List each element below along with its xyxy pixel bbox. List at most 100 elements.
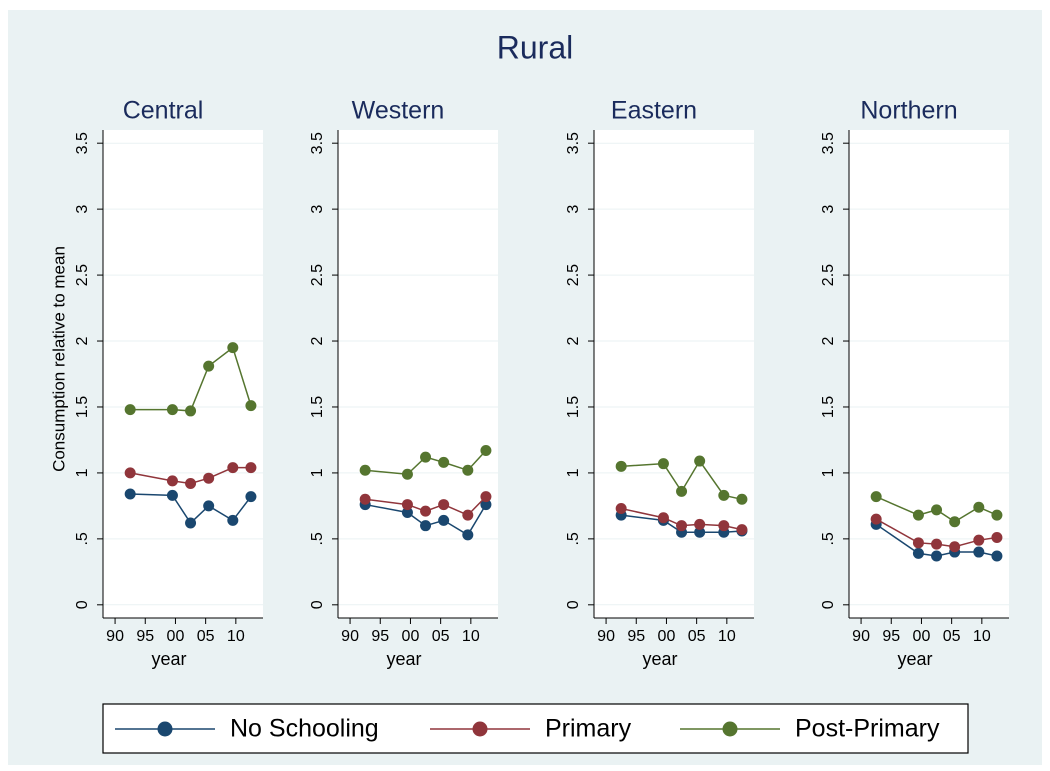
legend-marker (722, 721, 738, 737)
x-tick-label: 10 (973, 628, 991, 645)
y-tick-label: 1 (565, 468, 582, 477)
y-tick-label: 1 (820, 468, 837, 477)
data-point (245, 491, 257, 503)
chart-title: Rural (497, 29, 573, 65)
panel-title: Eastern (611, 97, 697, 125)
x-tick-label: 10 (462, 628, 480, 645)
data-point (203, 360, 215, 372)
data-point (438, 456, 450, 468)
y-tick-label: 1 (309, 468, 326, 477)
data-point (227, 342, 239, 354)
x-axis-label: year (642, 649, 677, 669)
y-tick-label: 3.5 (74, 132, 91, 154)
x-tick-label: 00 (658, 628, 676, 645)
data-point (870, 513, 882, 525)
data-point (438, 499, 450, 511)
data-point (676, 485, 688, 497)
plot-region (338, 130, 498, 618)
data-point (480, 444, 492, 456)
data-point (203, 472, 215, 484)
data-point (401, 499, 413, 511)
y-tick-label: 3 (74, 205, 91, 214)
data-point (870, 491, 882, 503)
y-tick-label: .5 (74, 532, 91, 545)
data-point (462, 529, 474, 541)
x-axis-label: year (151, 649, 186, 669)
data-point (931, 550, 943, 562)
data-point (694, 455, 706, 467)
data-point (694, 526, 706, 538)
series-line (130, 346, 252, 412)
data-point (420, 505, 432, 517)
data-point (462, 509, 474, 521)
data-point (736, 493, 748, 505)
x-tick-label: 95 (371, 628, 389, 645)
x-tick-label: 05 (197, 628, 215, 645)
data-point (203, 500, 215, 512)
data-point (931, 504, 943, 516)
data-point (991, 509, 1003, 521)
data-point (185, 405, 197, 417)
y-tick-label: 0 (565, 600, 582, 609)
data-point (615, 460, 627, 472)
data-point (657, 458, 669, 470)
data-point (676, 520, 688, 532)
data-point (480, 491, 492, 503)
x-axis-label: year (897, 649, 932, 669)
y-tick-label: 1.5 (820, 396, 837, 418)
y-tick-label: 2 (565, 336, 582, 345)
y-tick-label: 1 (74, 468, 91, 477)
data-point (912, 547, 924, 559)
data-point (912, 537, 924, 549)
data-point (718, 520, 730, 532)
plot-region (849, 130, 1009, 618)
legend-label: Primary (545, 715, 632, 743)
data-point (949, 516, 961, 528)
legend-marker (472, 721, 488, 737)
data-point (166, 475, 178, 487)
y-tick-label: 2.5 (74, 264, 91, 286)
data-point (694, 518, 706, 530)
data-point (124, 488, 136, 500)
data-point (973, 546, 985, 558)
plot-region (594, 130, 754, 618)
y-tick-label: 2.5 (309, 264, 326, 286)
data-point (657, 512, 669, 524)
data-point (245, 400, 257, 412)
data-point (124, 467, 136, 479)
legend-label: Post-Primary (795, 715, 940, 743)
y-tick-label: 2.5 (565, 264, 582, 286)
data-point (227, 462, 239, 474)
y-tick-label: 2.5 (820, 264, 837, 286)
data-point (991, 532, 1003, 544)
x-tick-label: 00 (913, 628, 931, 645)
x-tick-label: 00 (402, 628, 420, 645)
x-tick-label: 95 (882, 628, 900, 645)
data-point (718, 489, 730, 501)
data-point (480, 499, 492, 511)
y-tick-label: 3.5 (820, 132, 837, 154)
data-point (359, 464, 371, 476)
x-tick-label: 00 (167, 628, 185, 645)
data-point (420, 451, 432, 463)
panel-title: Western (352, 97, 445, 125)
y-tick-label: .5 (309, 532, 326, 545)
x-tick-label: 05 (432, 628, 450, 645)
plot-region (103, 130, 263, 618)
x-tick-label: 90 (106, 628, 124, 645)
x-tick-label: 10 (718, 628, 736, 645)
data-point (615, 503, 627, 515)
data-point (438, 514, 450, 526)
legend-label: No Schooling (230, 715, 379, 743)
data-point (401, 468, 413, 480)
y-tick-label: 3.5 (565, 132, 582, 154)
data-point (991, 550, 1003, 562)
data-point (166, 404, 178, 416)
y-tick-label: 1.5 (309, 396, 326, 418)
data-point (245, 462, 257, 474)
data-point (166, 489, 178, 501)
y-tick-label: 2 (820, 336, 837, 345)
x-tick-label: 90 (852, 628, 870, 645)
data-point (401, 506, 413, 518)
